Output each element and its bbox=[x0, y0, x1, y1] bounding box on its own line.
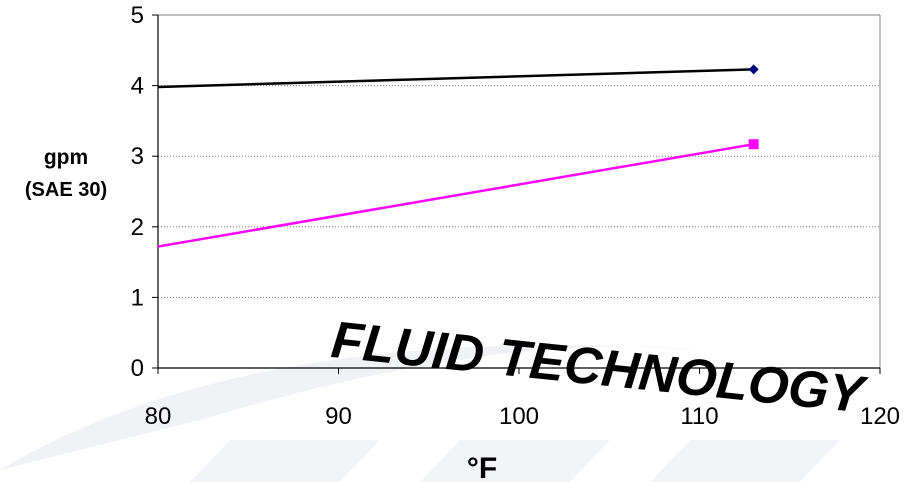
y-tick-label: 3 bbox=[131, 143, 144, 170]
y-tick-label: 4 bbox=[131, 73, 144, 100]
series-line-2 bbox=[157, 142, 754, 248]
watermark-swoosh bbox=[0, 345, 700, 470]
y-tick-label: 0 bbox=[131, 355, 144, 382]
x-tick-label: 110 bbox=[680, 403, 718, 430]
x-tick-label: 120 bbox=[860, 403, 900, 430]
y-axis-title-line1: gpm bbox=[44, 146, 88, 169]
series-layer bbox=[157, 64, 759, 248]
y-tick-labels: 0 1 2 3 4 5 bbox=[131, 2, 144, 382]
plot-area bbox=[158, 14, 881, 368]
x-tick-label: 80 bbox=[145, 403, 172, 430]
watermark-shapes bbox=[190, 440, 840, 482]
y-axis-title-line2: (SAE 30) bbox=[25, 179, 107, 201]
x-axis-title: °F bbox=[467, 452, 497, 482]
y-tick-label: 1 bbox=[131, 284, 144, 311]
series-marker-1 bbox=[748, 64, 759, 75]
grid bbox=[158, 85, 880, 298]
x-tick-label: 100 bbox=[499, 403, 539, 430]
y-tick-label: 2 bbox=[131, 214, 144, 241]
x-tick-labels: 80 90 100 110 120 bbox=[145, 403, 900, 430]
y-tick-label: 5 bbox=[131, 2, 144, 29]
axes bbox=[152, 14, 881, 374]
watermark: FLUID TECHNOLOGY bbox=[0, 311, 871, 482]
series-marker-2 bbox=[748, 139, 759, 150]
x-tick-label: 90 bbox=[325, 403, 352, 430]
series-line-1 bbox=[157, 68, 754, 89]
